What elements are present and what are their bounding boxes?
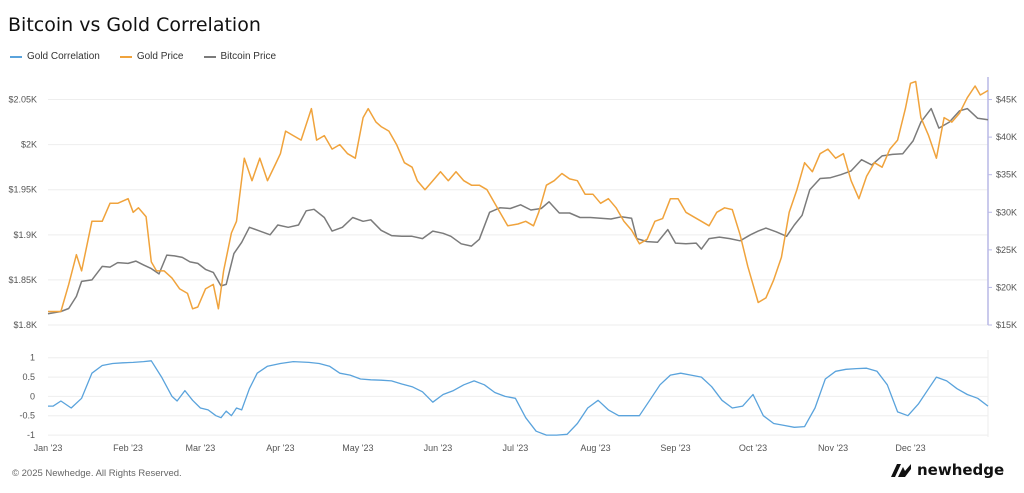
x-tick-label: May '23: [342, 443, 373, 453]
legend-item-gold-correlation[interactable]: Gold Correlation: [10, 51, 100, 62]
legend-label-bitcoin-price: Bitcoin Price: [220, 51, 277, 62]
correlation-grid: [48, 357, 988, 436]
right-tick-label: $15K: [996, 320, 1017, 330]
left-tick-label: $2.05K: [8, 95, 37, 105]
legend-item-gold-price[interactable]: Gold Price: [119, 51, 184, 62]
series-line-gold-price: [48, 80, 989, 313]
series-layer: [47, 80, 989, 436]
left-tick-label: $1.95K: [8, 185, 37, 195]
legend-swatch-bitcoin: [203, 55, 216, 58]
right-tick-label: $40K: [996, 132, 1017, 142]
x-tick-label: Feb '23: [113, 443, 143, 453]
right-tick-label: $20K: [996, 282, 1017, 292]
correlation-tick-label: -0.5: [19, 411, 35, 421]
legend-swatch-gold: [119, 55, 132, 58]
x-tick-label: Jun '23: [424, 443, 453, 453]
left-tick-label: $1.8K: [13, 320, 37, 330]
right-tick-label: $35K: [996, 170, 1017, 180]
legend-item-bitcoin-price[interactable]: Bitcoin Price: [203, 51, 277, 62]
left-tick-label: $1.9K: [13, 230, 37, 240]
correlation-tick-label: 0.5: [22, 372, 35, 382]
left-axis-ticks: $1.8K $1.85K $1.9K $1.95K $2K $2.05K: [8, 95, 37, 330]
x-axis-ticks: Jan '23 Feb '23 Mar '23 Apr '23 May '23 Jun '…: [34, 443, 926, 453]
brand-name: newhedge: [917, 461, 1005, 479]
correlation-tick-label: 1: [30, 353, 35, 363]
right-tick-label: $45K: [996, 95, 1017, 105]
x-tick-label: Oct '23: [739, 443, 767, 453]
series-line-bitcoin-price: [47, 107, 989, 315]
x-tick-label: Jul '23: [503, 443, 529, 453]
x-tick-label: Jan '23: [34, 443, 63, 453]
x-tick-label: Mar '23: [185, 443, 215, 453]
left-tick-label: $1.85K: [8, 275, 37, 285]
right-tick-label: $25K: [996, 245, 1017, 255]
copyright-footer: © 2025 Newhedge. All Rights Reserved.: [12, 468, 182, 479]
x-tick-label: Sep '23: [660, 443, 690, 453]
right-tick-label: $30K: [996, 207, 1017, 217]
legend: Gold Correlation Gold Price Bitcoin Pric…: [10, 51, 276, 62]
correlation-tick-label: -1: [27, 430, 35, 440]
x-tick-label: Dec '23: [895, 443, 925, 453]
correlation-axis-ticks: 1 0.5 0 -0.5 -1: [19, 353, 35, 440]
x-tick-label: Nov '23: [818, 443, 848, 453]
legend-swatch-correlation: [10, 55, 22, 58]
left-tick-label: $2K: [21, 140, 37, 150]
series-line-gold-correlation: [48, 360, 989, 436]
chart-title: Bitcoin vs Gold Correlation: [8, 14, 261, 36]
x-tick-label: Aug '23: [580, 443, 610, 453]
brand-logo[interactable]: newhedge: [890, 461, 1004, 479]
x-tick-label: Apr '23: [266, 443, 294, 453]
right-axis-ticks: $15K $20K $25K $30K $35K $40K $45K: [988, 95, 1017, 330]
newhedge-logo-icon: [891, 463, 911, 477]
legend-label-gold-price: Gold Price: [136, 51, 184, 62]
legend-label-gold-correlation: Gold Correlation: [27, 51, 100, 62]
correlation-tick-label: 0: [30, 391, 35, 401]
price-grid: [48, 99, 988, 326]
